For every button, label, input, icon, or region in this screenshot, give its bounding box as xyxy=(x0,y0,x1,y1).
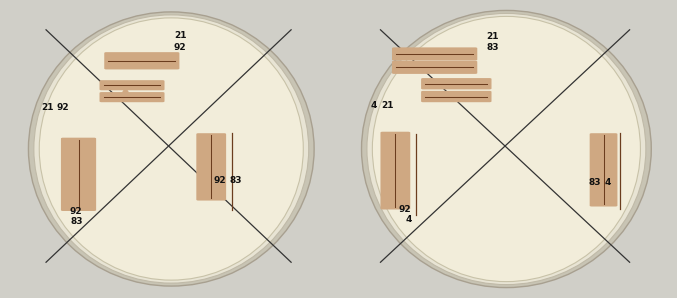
FancyBboxPatch shape xyxy=(196,133,226,201)
Ellipse shape xyxy=(39,18,303,280)
Text: 83: 83 xyxy=(486,43,498,52)
Text: 92: 92 xyxy=(174,43,187,52)
Text: 92: 92 xyxy=(214,176,226,185)
FancyBboxPatch shape xyxy=(392,47,477,60)
Text: 21: 21 xyxy=(174,31,186,40)
Text: 4: 4 xyxy=(406,215,412,224)
Ellipse shape xyxy=(372,16,640,282)
FancyBboxPatch shape xyxy=(61,138,96,211)
Ellipse shape xyxy=(28,12,314,286)
Text: 21: 21 xyxy=(486,32,498,41)
FancyBboxPatch shape xyxy=(100,80,165,90)
Text: 4: 4 xyxy=(370,101,377,110)
FancyBboxPatch shape xyxy=(421,91,492,102)
Text: 92: 92 xyxy=(57,103,69,112)
Text: 83: 83 xyxy=(70,217,83,226)
Text: 83: 83 xyxy=(588,178,600,187)
Ellipse shape xyxy=(362,10,651,288)
Text: 83: 83 xyxy=(230,176,242,185)
Ellipse shape xyxy=(34,15,309,283)
FancyBboxPatch shape xyxy=(421,78,492,89)
FancyBboxPatch shape xyxy=(100,92,165,102)
Ellipse shape xyxy=(367,13,646,285)
FancyBboxPatch shape xyxy=(590,133,617,207)
Text: 92: 92 xyxy=(399,205,412,214)
FancyBboxPatch shape xyxy=(380,132,410,209)
Text: 92: 92 xyxy=(70,207,83,216)
FancyBboxPatch shape xyxy=(392,61,477,74)
Text: 21: 21 xyxy=(381,101,393,110)
Text: 21: 21 xyxy=(41,103,53,112)
Text: 4: 4 xyxy=(605,178,611,187)
FancyBboxPatch shape xyxy=(104,52,179,69)
